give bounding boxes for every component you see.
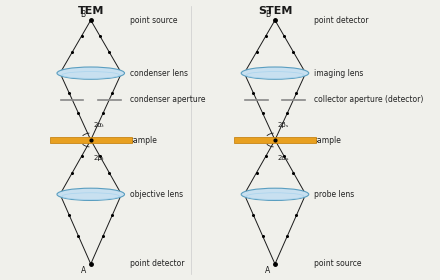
Text: 2αₛ: 2αₛ xyxy=(278,155,289,161)
Text: 2βₛ: 2βₛ xyxy=(278,122,289,128)
Text: imaging lens: imaging lens xyxy=(314,69,363,78)
Text: A: A xyxy=(265,266,270,275)
Text: STEM: STEM xyxy=(258,6,292,16)
Text: sample: sample xyxy=(314,136,342,144)
Text: 2αₜ: 2αₜ xyxy=(93,122,104,128)
Text: 2βₜ: 2βₜ xyxy=(93,155,104,161)
Text: probe lens: probe lens xyxy=(314,190,354,199)
Text: sample: sample xyxy=(130,136,158,144)
FancyBboxPatch shape xyxy=(50,137,132,143)
Text: point source: point source xyxy=(314,260,361,269)
Text: condenser lens: condenser lens xyxy=(130,69,187,78)
Ellipse shape xyxy=(241,67,309,79)
Text: point detector: point detector xyxy=(314,16,368,25)
Text: B: B xyxy=(265,10,270,19)
Text: A: A xyxy=(81,266,86,275)
Text: point source: point source xyxy=(130,16,177,25)
Text: B: B xyxy=(81,10,86,19)
Text: TEM: TEM xyxy=(77,6,104,16)
FancyBboxPatch shape xyxy=(234,137,316,143)
Text: objective lens: objective lens xyxy=(130,190,183,199)
Ellipse shape xyxy=(57,67,125,79)
Text: collector aperture (detector): collector aperture (detector) xyxy=(314,95,423,104)
Ellipse shape xyxy=(57,188,125,200)
Ellipse shape xyxy=(241,188,309,200)
Text: point detector: point detector xyxy=(130,260,184,269)
Text: condenser aperture: condenser aperture xyxy=(130,95,205,104)
